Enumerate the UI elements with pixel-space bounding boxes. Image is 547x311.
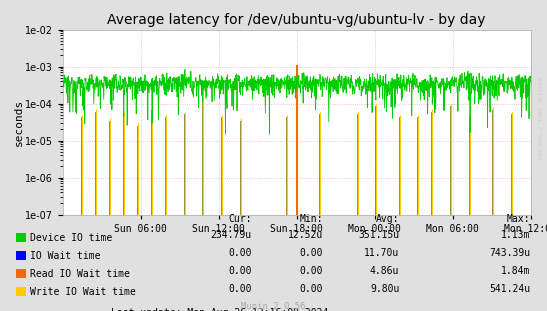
Text: 541.24u: 541.24u	[490, 284, 531, 294]
Text: 11.70u: 11.70u	[364, 248, 399, 258]
Text: Write IO Wait time: Write IO Wait time	[30, 287, 136, 297]
Text: 0.00: 0.00	[299, 284, 323, 294]
Title: Average latency for /dev/ubuntu-vg/ubuntu-lv - by day: Average latency for /dev/ubuntu-vg/ubunt…	[108, 13, 486, 27]
Text: 743.39u: 743.39u	[490, 248, 531, 258]
Text: Munin 2.0.56: Munin 2.0.56	[241, 302, 306, 311]
Text: Avg:: Avg:	[376, 214, 399, 224]
Text: Read IO Wait time: Read IO Wait time	[30, 269, 130, 279]
Text: 12.52u: 12.52u	[288, 230, 323, 240]
Text: Max:: Max:	[507, 214, 531, 224]
Text: 0.00: 0.00	[299, 248, 323, 258]
Text: 0.00: 0.00	[228, 248, 252, 258]
Text: 1.84m: 1.84m	[501, 266, 531, 276]
Text: Device IO time: Device IO time	[30, 233, 112, 243]
Text: 1.13m: 1.13m	[501, 230, 531, 240]
Text: 9.80u: 9.80u	[370, 284, 399, 294]
Text: 4.86u: 4.86u	[370, 266, 399, 276]
Text: 0.00: 0.00	[228, 266, 252, 276]
Text: Cur:: Cur:	[228, 214, 252, 224]
Text: 351.15u: 351.15u	[358, 230, 399, 240]
Text: 0.00: 0.00	[228, 284, 252, 294]
Text: IO Wait time: IO Wait time	[30, 251, 101, 261]
Y-axis label: seconds: seconds	[14, 99, 24, 146]
Text: Last update: Mon Aug 26 13:15:09 2024: Last update: Mon Aug 26 13:15:09 2024	[111, 308, 328, 311]
Text: RRDTOOL / TOBI OETIKER: RRDTOOL / TOBI OETIKER	[538, 77, 543, 160]
Text: 234.79u: 234.79u	[211, 230, 252, 240]
Text: 0.00: 0.00	[299, 266, 323, 276]
Text: Min:: Min:	[299, 214, 323, 224]
